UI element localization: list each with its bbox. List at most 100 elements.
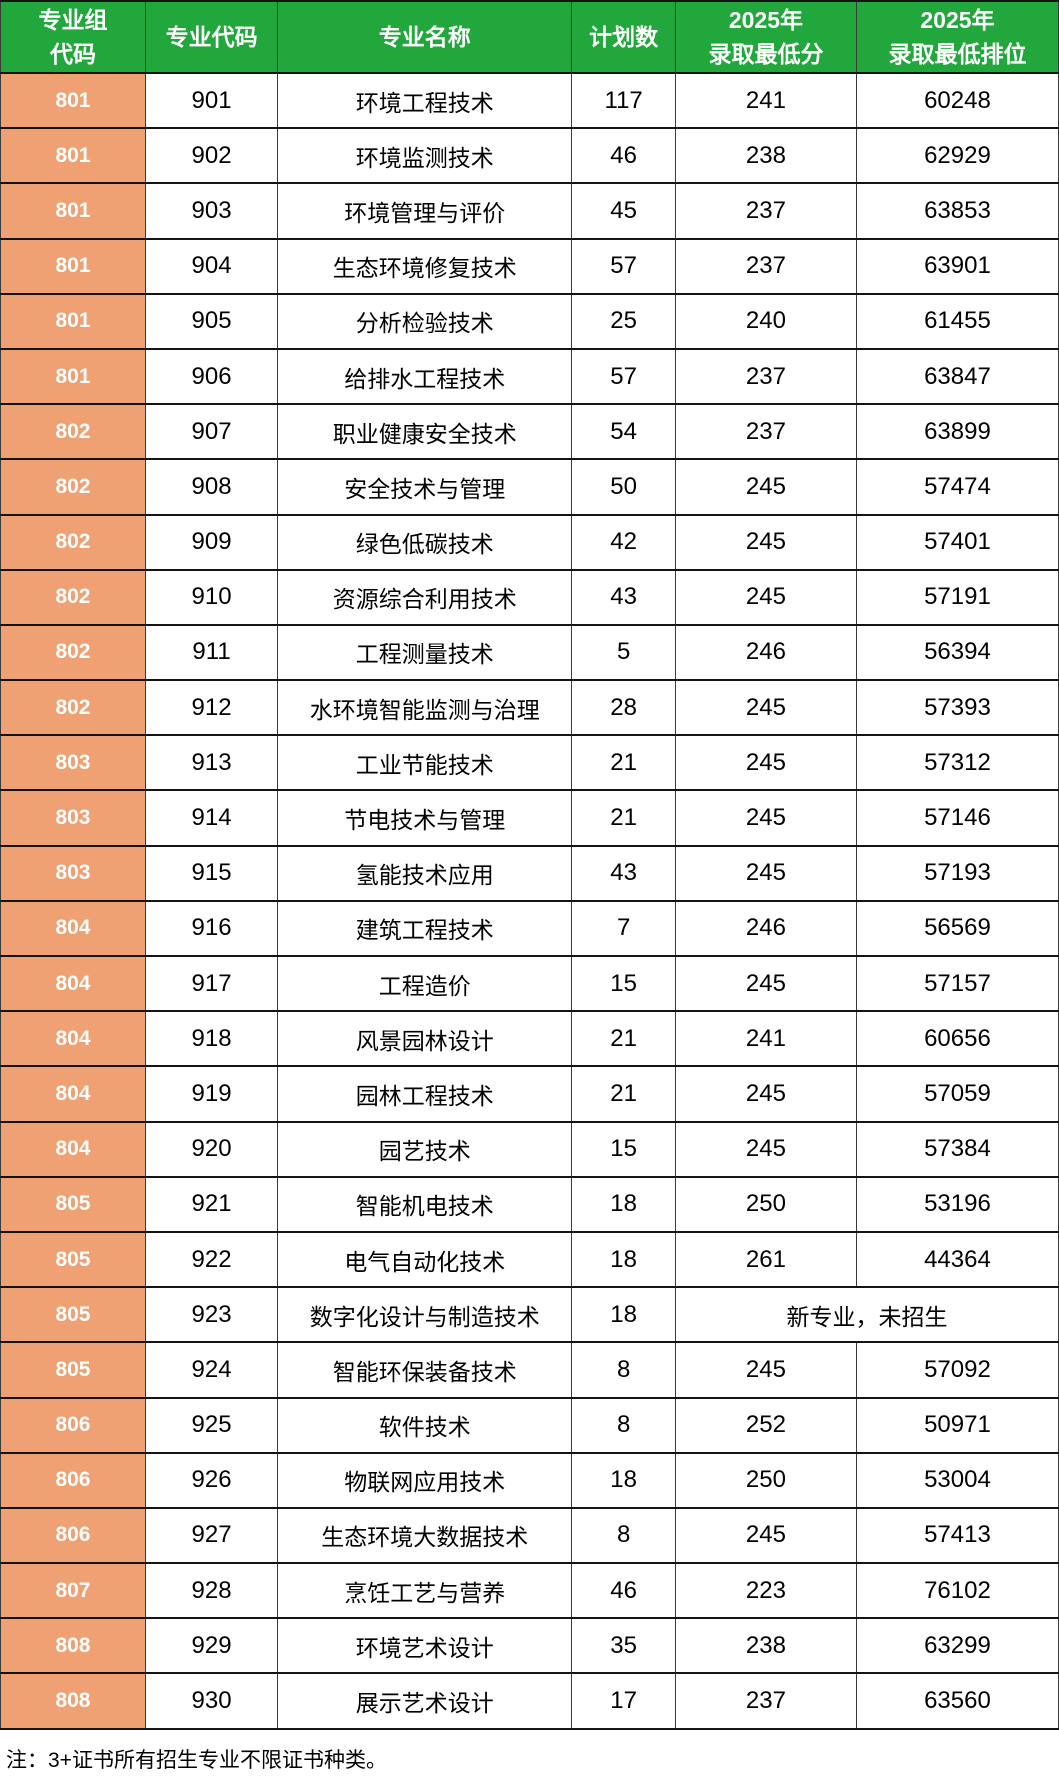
cell-plan-count: 15 [571, 954, 676, 1013]
table-row: 803 913 工业节能技术 21 245 57312 [0, 734, 1059, 792]
cell-major-code: 924 [144, 1341, 279, 1399]
cell-major-name: 生态环境大数据技术 [277, 1506, 573, 1565]
cell-min-rank: 57474 [855, 458, 1059, 516]
cell-plan-count: 45 [571, 182, 676, 240]
cell-major-code: 910 [144, 568, 279, 626]
cell-group-code: 802 [0, 403, 146, 461]
cell-major-name: 软件技术 [277, 1396, 573, 1454]
cell-major-name: 安全技术与管理 [277, 458, 573, 516]
cell-group-code: 804 [0, 954, 146, 1013]
cell-min-score: 246 [674, 623, 857, 682]
cell-major-name: 水环境智能监测与治理 [277, 679, 573, 737]
cell-min-rank: 63853 [855, 182, 1059, 240]
cell-plan-count: 46 [571, 127, 676, 185]
cell-min-rank: 56394 [855, 623, 1059, 682]
footnote: 注：3+证书所有招生专业不限证书种类。 [6, 1748, 387, 1772]
cell-group-code: 803 [0, 734, 146, 792]
cell-min-rank: 60248 [855, 71, 1059, 130]
cell-major-name: 物联网应用技术 [277, 1451, 573, 1509]
cell-min-score: 261 [674, 1230, 857, 1289]
cell-plan-count: 7 [571, 899, 676, 958]
table-row: 804 919 园林工程技术 21 245 57059 [0, 1065, 1059, 1123]
header-min-rank-2025: 2025年 录取最低排位 [855, 0, 1059, 74]
cell-major-name: 烹饪工艺与营养 [277, 1562, 573, 1620]
table-row: 806 925 软件技术 8 252 50971 [0, 1396, 1059, 1454]
cell-min-score: 237 [674, 347, 857, 406]
header-row: 专业组 代码 专业代码 专业名称 计划数 2025年 录取最低分 2025年 录… [0, 0, 1059, 74]
cell-min-rank: 63299 [855, 1617, 1059, 1675]
cell-major-name: 工程测量技术 [277, 623, 573, 682]
table-row: 801 901 环境工程技术 117 241 60248 [0, 71, 1059, 130]
cell-min-score: 245 [674, 954, 857, 1013]
cell-major-code: 926 [144, 1451, 279, 1509]
cell-min-score: 250 [674, 1175, 857, 1233]
table-row: 807 928 烹饪工艺与营养 46 223 76102 [0, 1562, 1059, 1620]
cell-group-code: 806 [0, 1451, 146, 1509]
table-row: 808 929 环境艺术设计 35 238 63299 [0, 1617, 1059, 1675]
cell-major-name: 氢能技术应用 [277, 844, 573, 902]
cell-plan-count: 18 [571, 1451, 676, 1509]
cell-major-name: 风景园林设计 [277, 1010, 573, 1068]
cell-min-rank: 61455 [855, 292, 1059, 350]
cell-group-code: 804 [0, 899, 146, 958]
table-header: 专业组 代码 专业代码 专业名称 计划数 2025年 录取最低分 2025年 录… [0, 0, 1059, 74]
cell-min-rank: 63847 [855, 347, 1059, 406]
cell-major-name: 分析检验技术 [277, 292, 573, 350]
cell-min-rank: 57413 [855, 1506, 1059, 1565]
cell-major-code: 903 [144, 182, 279, 240]
cell-major-code: 914 [144, 789, 279, 847]
table-row: 804 920 园艺技术 15 245 57384 [0, 1120, 1059, 1178]
cell-plan-count: 5 [571, 623, 676, 682]
cell-plan-count: 21 [571, 789, 676, 847]
table-body: 801 901 环境工程技术 117 241 60248 801 902 环境监测技术 46 238… [0, 71, 1059, 1730]
cell-min-rank: 57157 [855, 954, 1059, 1013]
cell-major-code: 922 [144, 1230, 279, 1289]
table-row: 806 927 生态环境大数据技术 8 245 57413 [0, 1506, 1059, 1565]
cell-major-code: 928 [144, 1562, 279, 1620]
admission-score-table: 专业组 代码 专业代码 专业名称 计划数 2025年 录取最低分 2025年 录… [0, 0, 1059, 1730]
cell-group-code: 805 [0, 1175, 146, 1233]
table-row: 802 912 水环境智能监测与治理 28 245 57393 [0, 679, 1059, 737]
table-row: 801 904 生态环境修复技术 57 237 63901 [0, 237, 1059, 295]
cell-min-rank: 57312 [855, 734, 1059, 792]
cell-group-code: 804 [0, 1065, 146, 1123]
cell-group-code: 804 [0, 1010, 146, 1068]
cell-new-major-note: 新专业，未招生 [674, 1286, 1059, 1344]
cell-min-score: 245 [674, 1506, 857, 1565]
cell-min-rank: 57393 [855, 679, 1059, 737]
table-row: 805 924 智能环保装备技术 8 245 57092 [0, 1341, 1059, 1399]
table-row: 802 908 安全技术与管理 50 245 57474 [0, 458, 1059, 516]
cell-min-rank: 76102 [855, 1562, 1059, 1620]
cell-major-code: 927 [144, 1506, 279, 1565]
table-row: 801 903 环境管理与评价 45 237 63853 [0, 182, 1059, 240]
cell-min-score: 237 [674, 403, 857, 461]
cell-min-score: 245 [674, 1341, 857, 1399]
table-row: 802 909 绿色低碳技术 42 245 57401 [0, 513, 1059, 571]
cell-group-code: 801 [0, 237, 146, 295]
cell-major-name: 职业健康安全技术 [277, 403, 573, 461]
cell-major-code: 911 [144, 623, 279, 682]
cell-major-code: 908 [144, 458, 279, 516]
cell-min-rank: 60656 [855, 1010, 1059, 1068]
cell-group-code: 808 [0, 1617, 146, 1675]
cell-group-code: 801 [0, 292, 146, 350]
cell-major-name: 电气自动化技术 [277, 1230, 573, 1289]
cell-major-name: 智能环保装备技术 [277, 1341, 573, 1399]
cell-min-score: 252 [674, 1396, 857, 1454]
cell-group-code: 806 [0, 1506, 146, 1565]
table-row: 804 917 工程造价 15 245 57157 [0, 954, 1059, 1013]
cell-min-rank: 57059 [855, 1065, 1059, 1123]
table-row: 804 916 建筑工程技术 7 246 56569 [0, 899, 1059, 958]
cell-plan-count: 28 [571, 679, 676, 737]
cell-plan-count: 43 [571, 844, 676, 902]
cell-min-score: 240 [674, 292, 857, 350]
table-row: 806 926 物联网应用技术 18 250 53004 [0, 1451, 1059, 1509]
cell-min-score: 241 [674, 71, 857, 130]
cell-min-score: 238 [674, 127, 857, 185]
table-row: 801 905 分析检验技术 25 240 61455 [0, 292, 1059, 350]
table-row: 805 921 智能机电技术 18 250 53196 [0, 1175, 1059, 1233]
cell-group-code: 805 [0, 1286, 146, 1344]
cell-plan-count: 15 [571, 1120, 676, 1178]
cell-major-code: 912 [144, 679, 279, 737]
